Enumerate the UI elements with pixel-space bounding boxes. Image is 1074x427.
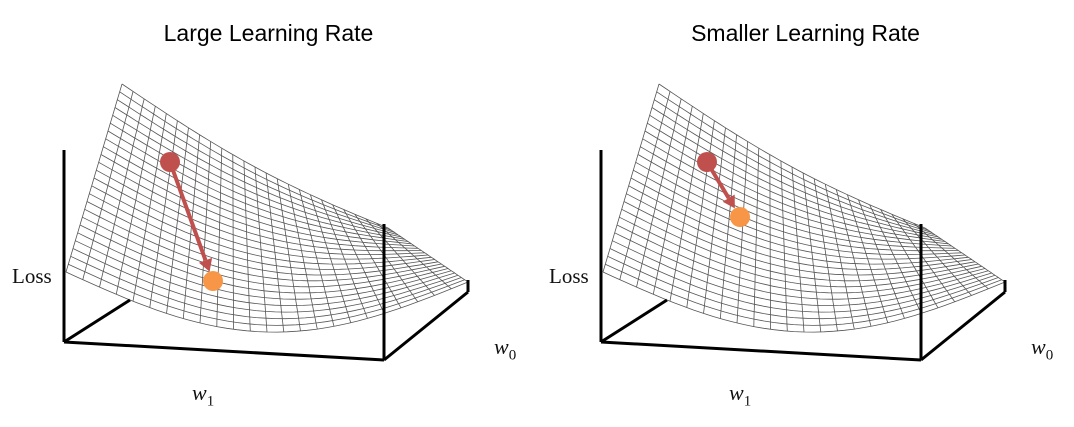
axis-line — [600, 340, 922, 362]
mesh-line — [114, 107, 399, 236]
mesh-line — [91, 185, 432, 265]
mesh-line — [614, 232, 989, 300]
loss-surface-plot — [62, 83, 470, 362]
mesh-line — [635, 161, 959, 252]
w0-axis-label: w0 — [494, 334, 517, 364]
axis-line — [600, 298, 668, 344]
axis-line — [63, 298, 131, 344]
mesh-line — [640, 146, 952, 247]
step-arrow-head — [722, 194, 735, 209]
loss-surface-mesh — [65, 83, 469, 333]
mesh-line — [72, 248, 459, 313]
panel-smaller-learning-rate: Smaller Learning Rate Loss w1 w0 — [537, 0, 1074, 427]
mesh-line — [623, 201, 976, 276]
mesh-line — [644, 130, 946, 242]
end-point — [203, 271, 223, 291]
mesh-line — [70, 255, 462, 320]
mesh-line — [651, 107, 936, 236]
plot-axes — [599, 150, 1007, 362]
mesh-line — [100, 154, 419, 249]
panel-large-learning-rate: Large Learning Rate Loss w1 w0 — [12, 20, 517, 410]
panel-title: Large Learning Rate — [163, 20, 374, 46]
mesh-line — [630, 177, 966, 260]
start-point — [697, 152, 717, 172]
mesh-line — [65, 271, 469, 333]
mesh-line — [605, 263, 1002, 326]
mesh-line — [79, 224, 449, 294]
w0-axis-label: w0 — [1031, 334, 1054, 364]
mesh-line — [121, 83, 389, 229]
mesh-line — [609, 248, 996, 313]
mesh-line — [68, 263, 465, 326]
w1-axis-label: w1 — [192, 380, 215, 410]
mesh-line — [119, 91, 392, 231]
end-point — [730, 207, 750, 227]
mesh-line — [607, 255, 999, 320]
w1-axis-label: w1 — [729, 380, 752, 410]
mesh-line — [612, 240, 992, 307]
start-point — [160, 152, 180, 172]
mesh-line — [84, 208, 442, 282]
mesh-line — [107, 130, 409, 242]
axis-line — [63, 340, 385, 362]
mesh-line — [77, 232, 452, 300]
step-arrow-shaft — [168, 161, 208, 261]
mesh-line — [93, 177, 429, 260]
mesh-line — [89, 193, 435, 270]
mesh-line — [656, 91, 929, 231]
mesh-line — [633, 169, 962, 255]
step-arrow-head — [198, 257, 213, 272]
mesh-line — [602, 271, 1006, 333]
axis-line — [383, 290, 469, 362]
mesh-line — [112, 114, 402, 238]
mesh-line — [642, 138, 949, 245]
mesh-line — [75, 240, 455, 307]
mesh-line — [647, 122, 942, 240]
axis-line — [920, 290, 1006, 362]
mesh-line — [658, 83, 926, 229]
mesh-line — [98, 161, 422, 252]
mesh-line — [621, 208, 979, 282]
mesh-line — [96, 169, 425, 255]
mesh-line — [86, 201, 439, 276]
gradient-step — [160, 152, 223, 291]
mesh-line — [117, 99, 395, 233]
plot-axes — [62, 150, 470, 362]
mesh-line — [103, 146, 415, 247]
panel-title: Smaller Learning Rate — [691, 20, 920, 46]
mesh-line — [110, 122, 405, 240]
mesh-line — [637, 154, 956, 249]
mesh-line — [654, 99, 932, 233]
mesh-line — [105, 138, 412, 245]
mesh-line — [628, 185, 969, 265]
loss-axis-label: Loss — [12, 264, 52, 288]
mesh-line — [626, 193, 972, 270]
mesh-line — [649, 114, 939, 238]
loss-surface-plot — [599, 83, 1007, 362]
loss-surface-mesh — [602, 83, 1006, 333]
mesh-line — [616, 224, 986, 294]
loss-axis-label: Loss — [549, 264, 589, 288]
gradient-step — [697, 152, 750, 227]
